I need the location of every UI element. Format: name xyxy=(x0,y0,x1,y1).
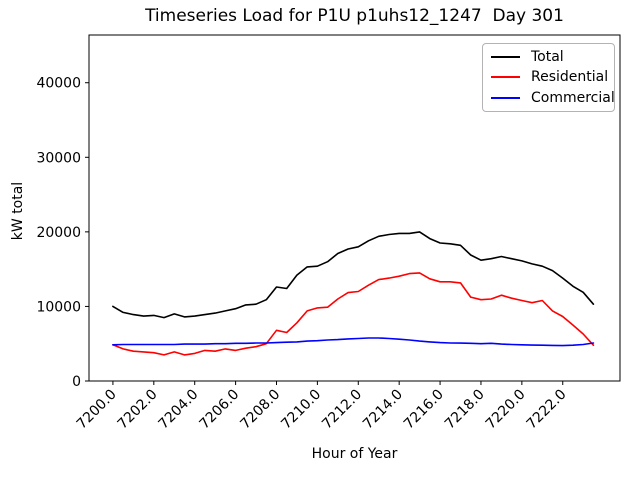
y-axis-label: kW total xyxy=(10,181,26,241)
svg-text:40000: 40000 xyxy=(36,76,81,92)
legend-line-commercial-icon xyxy=(491,96,520,99)
svg-text:7208.0: 7208.0 xyxy=(237,387,283,433)
legend-line-residential-icon xyxy=(491,76,520,79)
svg-text:30000: 30000 xyxy=(36,150,81,166)
svg-text:7218.0: 7218.0 xyxy=(442,387,488,433)
legend-label-residential: Residential xyxy=(531,69,609,86)
svg-text:7210.0: 7210.0 xyxy=(278,387,324,433)
legend: Total Residential Commercial xyxy=(482,43,615,112)
axes-spines xyxy=(88,34,621,382)
svg-text:0: 0 xyxy=(72,374,81,390)
svg-text:7206.0: 7206.0 xyxy=(196,387,242,433)
svg-text:7202.0: 7202.0 xyxy=(115,387,161,433)
svg-text:7204.0: 7204.0 xyxy=(156,387,202,433)
svg-text:7222.0: 7222.0 xyxy=(524,387,570,433)
legend-label-commercial: Commercial xyxy=(531,89,615,106)
legend-item-commercial: Commercial xyxy=(491,91,615,105)
x-axis-ticks: 7200.07202.07204.07206.07208.07210.07212… xyxy=(74,381,570,432)
data-lines xyxy=(112,231,595,356)
svg-text:7220.0: 7220.0 xyxy=(483,387,529,433)
chart-title: Timeseries Load for P1U p1uhs12_1247 Day… xyxy=(145,6,564,26)
svg-text:7216.0: 7216.0 xyxy=(401,387,447,433)
x-axis-label: Hour of Year xyxy=(311,446,398,462)
svg-text:10000: 10000 xyxy=(36,299,81,315)
svg-text:7212.0: 7212.0 xyxy=(319,387,365,433)
legend-item-total: Total xyxy=(491,50,606,64)
svg-text:20000: 20000 xyxy=(36,225,81,241)
legend-item-residential: Residential xyxy=(491,69,609,86)
legend-line-total-icon xyxy=(491,56,520,59)
svg-text:7200.0: 7200.0 xyxy=(74,387,120,433)
legend-label-total: Total xyxy=(531,49,564,66)
svg-text:7214.0: 7214.0 xyxy=(360,387,406,433)
y-axis-ticks: 0 10000 20000 30000 40000 xyxy=(36,76,89,390)
